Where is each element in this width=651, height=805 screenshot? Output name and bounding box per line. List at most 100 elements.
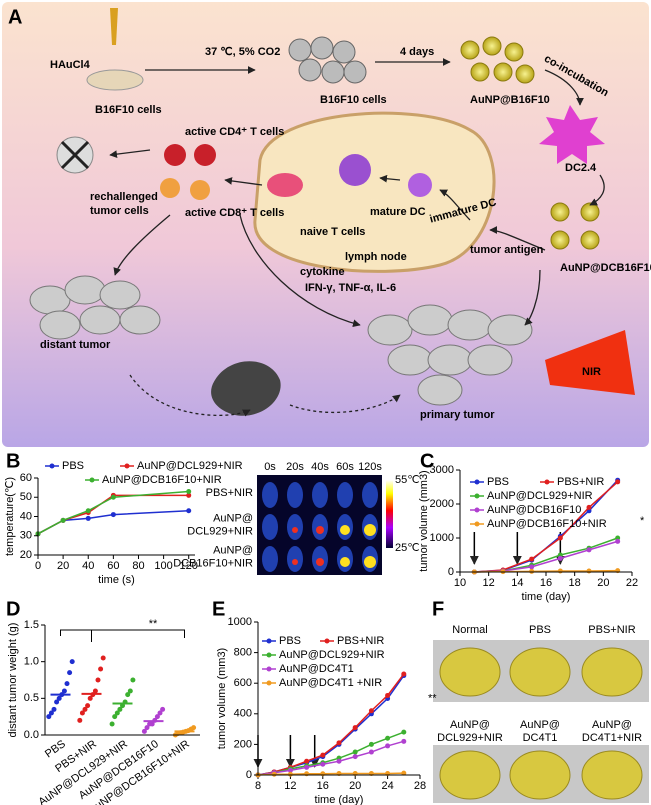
x-tick-label: 14 bbox=[511, 577, 523, 589]
mouse-image bbox=[262, 514, 278, 540]
point bbox=[529, 568, 535, 574]
series-line bbox=[257, 673, 405, 776]
y-axis-label: tumor volume (mm3) bbox=[216, 648, 228, 749]
lung-image bbox=[581, 647, 643, 697]
legend-marker bbox=[324, 638, 330, 644]
y-tick-label: 800 bbox=[234, 647, 252, 659]
panel-letter: A bbox=[8, 6, 22, 28]
point bbox=[67, 670, 73, 676]
image-label: DC4T1 bbox=[523, 732, 558, 744]
arrows bbox=[109, 58, 605, 417]
y-tick-label: 50 bbox=[20, 491, 32, 503]
naive-t-cell bbox=[267, 173, 303, 197]
diagram-label: rechallenged bbox=[90, 191, 158, 203]
dropper bbox=[110, 8, 118, 45]
series-line bbox=[257, 740, 405, 776]
point bbox=[95, 677, 101, 683]
x-tick-label: 28 bbox=[414, 780, 426, 792]
x-axis-label: time (s) bbox=[98, 574, 135, 586]
image-label: AuNP@ bbox=[592, 719, 632, 731]
point bbox=[368, 749, 374, 755]
diagram-label: DC2.4 bbox=[565, 162, 597, 174]
legend-marker bbox=[266, 652, 272, 658]
hot-spot bbox=[340, 525, 350, 535]
mouse bbox=[211, 361, 281, 416]
diagram-label: active CD8⁺ T cells bbox=[185, 207, 284, 219]
point bbox=[54, 699, 60, 705]
point bbox=[401, 770, 407, 776]
point bbox=[130, 677, 136, 683]
scale-max: 55℃ bbox=[395, 474, 420, 486]
point bbox=[77, 717, 83, 723]
nir-beam bbox=[545, 330, 635, 395]
point bbox=[56, 695, 62, 701]
y-axis-label: temperature(℃) bbox=[4, 477, 16, 556]
point bbox=[100, 655, 106, 661]
mouse-image bbox=[262, 482, 278, 508]
mouse-image bbox=[262, 546, 278, 572]
y-axis-label: tumor volume (mm3) bbox=[418, 470, 430, 571]
legend-label: PBS bbox=[62, 460, 84, 472]
point bbox=[352, 749, 358, 755]
dish bbox=[86, 69, 144, 91]
diagram-label: B16F10 cells bbox=[320, 94, 387, 106]
row-label: DCB16F10+NIR bbox=[173, 557, 253, 569]
row-label: AuNP@ bbox=[213, 512, 253, 524]
x-axis-label: time (day) bbox=[315, 794, 364, 805]
series-line bbox=[257, 772, 404, 776]
x-tick-label: 60 bbox=[107, 560, 119, 572]
diagram-label: mature DC bbox=[370, 206, 426, 218]
lung-image bbox=[439, 750, 501, 800]
point bbox=[144, 725, 150, 731]
legend-label: AuNP@DC4T1 bbox=[279, 663, 354, 675]
point bbox=[287, 767, 293, 773]
point bbox=[352, 725, 358, 731]
x-tick-label: 24 bbox=[381, 780, 393, 792]
diagram-label: tumor antigen bbox=[470, 244, 544, 256]
point bbox=[615, 479, 621, 485]
point bbox=[82, 706, 88, 712]
image-label: PBS bbox=[529, 624, 551, 636]
row-label: PBS+NIR bbox=[206, 487, 253, 499]
y-tick-label: 20 bbox=[20, 549, 32, 561]
diagram-label: NIR bbox=[582, 366, 601, 378]
lung-image bbox=[581, 750, 643, 800]
x-tick-label: 80 bbox=[132, 560, 144, 572]
point bbox=[98, 666, 104, 672]
point bbox=[141, 728, 147, 734]
point bbox=[51, 706, 57, 712]
hot-spot bbox=[316, 558, 324, 566]
point bbox=[304, 758, 310, 764]
primary-tumor bbox=[367, 304, 533, 406]
point bbox=[336, 758, 342, 764]
point bbox=[287, 771, 293, 777]
point bbox=[368, 708, 374, 714]
immature-dc bbox=[408, 173, 432, 197]
point bbox=[304, 764, 310, 770]
x-tick-label: 16 bbox=[317, 780, 329, 792]
column-label: 40s bbox=[311, 461, 329, 473]
point bbox=[110, 512, 116, 518]
y-tick-label: 1.5 bbox=[24, 619, 39, 631]
diagram-label: HAuCl4 bbox=[50, 59, 91, 71]
x-tick-label: 100 bbox=[154, 560, 172, 572]
diagram-label: IFN-γ, TNF-α, IL-6 bbox=[305, 282, 396, 294]
diagram-label: B16F10 cells bbox=[95, 104, 162, 116]
legend-marker bbox=[474, 493, 480, 499]
point bbox=[85, 508, 91, 514]
point bbox=[92, 688, 98, 694]
y-tick-label: 1000 bbox=[430, 532, 454, 544]
diagram-label: lymph node bbox=[345, 251, 407, 263]
mouse-image bbox=[312, 482, 328, 508]
x-axis-label: time (day) bbox=[522, 591, 571, 603]
mouse-image bbox=[287, 482, 303, 508]
point bbox=[320, 771, 326, 777]
point bbox=[401, 671, 407, 677]
point bbox=[186, 508, 192, 514]
y-axis-label: distant tumor weight (g) bbox=[7, 623, 19, 738]
point bbox=[401, 738, 407, 744]
y-tick-label: 0.0 bbox=[24, 729, 39, 741]
point bbox=[320, 761, 326, 767]
point bbox=[586, 568, 592, 574]
image-label: AuNP@ bbox=[520, 719, 560, 731]
